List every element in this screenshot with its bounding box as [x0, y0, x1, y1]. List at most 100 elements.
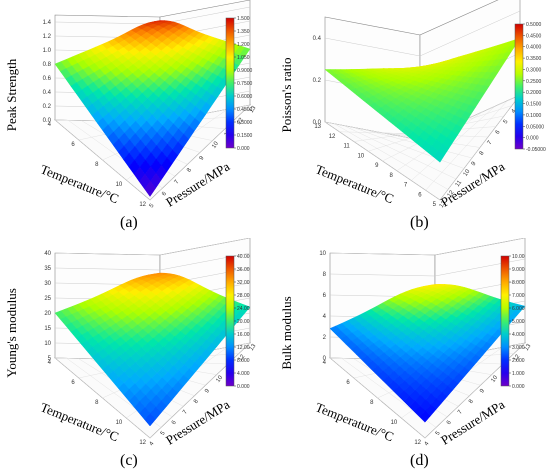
colorbar-tick-label: 0.2500	[526, 79, 542, 85]
colorbar-tick-label: 0.3000	[526, 67, 542, 73]
surface	[329, 284, 526, 423]
y-tick-label: 10	[215, 374, 224, 383]
colorbar-tick-label: 8.000	[237, 358, 250, 364]
y-tick-label: 9	[204, 388, 211, 395]
z-tick-label: 30	[44, 281, 51, 287]
colorbar-tick-label: 0.6000	[237, 94, 253, 100]
colorbar-tick-label: 1.050	[237, 55, 250, 61]
colorbar-tick-label: 0.1500	[526, 102, 542, 108]
x-tick-label: 6	[71, 380, 75, 386]
y-gridline	[329, 357, 426, 439]
colorbar-tick-label: 0.05000	[526, 124, 544, 130]
colorbar-tick-label: 0.7500	[237, 81, 253, 87]
z-gridline	[419, 10, 521, 57]
z-gridline	[434, 238, 526, 256]
x-tick-label: 9	[375, 163, 379, 169]
colorbar-tick-label: 1.350	[237, 29, 250, 35]
colorbar-tick-label: 0.2000	[526, 90, 542, 96]
colorbar-tick-label: 1.200	[237, 42, 250, 48]
y-tick-label: 12	[513, 353, 522, 362]
y-gridline	[343, 125, 457, 180]
x-tick-label: 8	[95, 162, 99, 168]
z-tick-label: 0.0	[313, 120, 322, 126]
colorbar-tick-label: 1.000	[512, 371, 525, 377]
z-tick-label: 0.4	[313, 36, 322, 42]
colorbar-tick-label: 6.000	[512, 306, 525, 312]
z-tick-label: 0.0	[43, 118, 52, 124]
y-tick-label: 12	[238, 353, 247, 362]
y-tick-label: 9	[471, 160, 478, 167]
chart-panel-a: 0.00.20.40.60.81.01.21.44681012567891011…	[0, 0, 275, 238]
z-gridline	[159, 6, 251, 25]
z-axis-label: Bulk modulus	[279, 296, 294, 369]
chart-panel-c: 510152025303540468101245678910111213Youn…	[0, 238, 275, 476]
y-tick-label: 12	[447, 189, 456, 198]
x-tick-label: 12	[414, 440, 421, 446]
y-tick-label: 13	[249, 105, 258, 114]
colorbar-tick-label: 0.1000	[526, 113, 542, 119]
chart-svg: 0246810468101245678910111213Bulk modulus…	[279, 238, 533, 448]
colorbar-tick-label: 24.00	[237, 306, 250, 312]
colorbar-tick-label: -0.05000	[526, 147, 546, 153]
z-tick-label: 10	[319, 251, 326, 257]
z-tick-label: 40	[44, 251, 51, 257]
x-tick-label: 10	[391, 420, 398, 426]
x-tick-label: 8	[95, 400, 99, 406]
y-tick-label: 10	[490, 374, 499, 383]
x-tick-label: 5	[433, 202, 437, 208]
z-tick-label: 0.8	[43, 62, 52, 68]
colorbar-tick-label: 0.9000	[237, 68, 253, 74]
y-tick-label: 13	[524, 343, 533, 352]
colorbar-tick-label: 2.000	[512, 358, 525, 364]
y-tick-label: 5	[149, 202, 156, 209]
colorbar-tick-label: 8.000	[512, 280, 525, 286]
colorbar-tick-label: 4.000	[512, 332, 525, 338]
colorbar-tick-label: 3.000	[512, 345, 525, 351]
colorbar-tick-label: 5.000	[512, 319, 525, 325]
y-gridline	[353, 127, 465, 169]
y-tick-label: 5	[160, 430, 167, 437]
y-tick-label: 7	[457, 409, 464, 416]
colorbar	[225, 255, 235, 387]
y-tick-label: 13	[439, 200, 448, 209]
z-tick-label: 25	[44, 296, 51, 302]
chart-svg: 0.00.20.41312111098765131211109876543Poi…	[279, 0, 546, 210]
y-tick-label: 9	[479, 388, 486, 395]
x-tick-label: 12	[139, 202, 146, 208]
z-tick-label: 8	[323, 272, 327, 278]
z-tick-label: 35	[44, 266, 51, 272]
y-tick-label: 4	[149, 440, 156, 447]
colorbar-tick-label: 0.3000	[237, 120, 253, 126]
chart-svg: 0.00.20.40.60.81.01.21.44681012567891011…	[4, 0, 258, 210]
z-tick-label: 1.4	[43, 20, 52, 26]
y-tick-label: 6	[161, 191, 168, 198]
y-tick-label: 6	[446, 419, 453, 426]
y-tick-label: 11	[455, 179, 464, 188]
y-tick-label: 4	[511, 108, 518, 115]
x-tick-label: 4	[48, 122, 52, 128]
z-tick-label: 20	[44, 311, 51, 317]
colorbar-tick-label: 9.000	[512, 267, 525, 273]
surface-cell	[433, 150, 445, 163]
colorbar	[500, 255, 510, 387]
x-tick-label: 13	[314, 124, 321, 130]
y-tick-label: 10	[463, 168, 472, 177]
z-tick-label: 5	[48, 356, 52, 362]
colorbar-tick-label: 0.1500	[237, 133, 253, 139]
z-axis-label: Young's modulus	[4, 288, 19, 378]
colorbar-tick-label: 4.000	[237, 371, 250, 377]
x-tick-label: 4	[323, 360, 327, 366]
z-tick-label: 6	[323, 293, 327, 299]
colorbar-tick-label: 36.00	[237, 267, 250, 273]
panel-label: (a)	[120, 214, 138, 231]
colorbar-tick-label: 16.00	[237, 332, 250, 338]
y-tick-label: 5	[503, 118, 510, 125]
z-gridline	[54, 21, 161, 25]
y-gridline	[54, 119, 151, 201]
y-tick-label: 6	[495, 129, 502, 136]
x-tick-label: 11	[344, 144, 351, 150]
x-axis-label: Temperature/°C	[313, 161, 396, 206]
x-axis-label: Temperature/°C	[38, 161, 121, 206]
z-axis-label: Peak Strength	[4, 58, 19, 131]
y-tick-label: 8	[479, 150, 486, 157]
